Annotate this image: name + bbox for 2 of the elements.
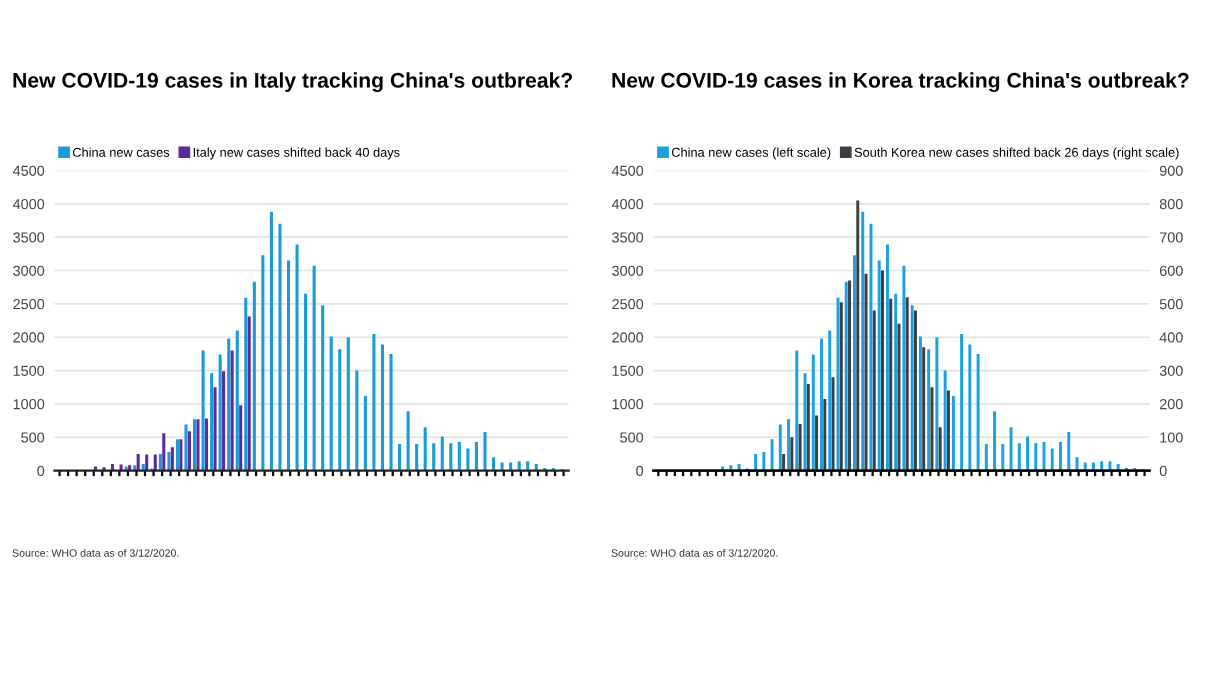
chart-title: New COVID-19 cases in Korea tracking China's outbreak?	[612, 72, 1189, 93]
chart-title: New COVID-19 cases in Italy tracking China's outbreak?	[13, 72, 573, 93]
